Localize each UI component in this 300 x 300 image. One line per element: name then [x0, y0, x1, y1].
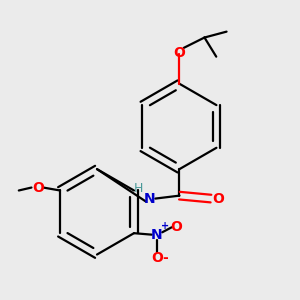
Text: H: H: [134, 182, 143, 195]
Text: O: O: [170, 220, 182, 234]
Text: +: +: [161, 221, 169, 231]
Text: O: O: [173, 46, 185, 60]
Text: -: -: [162, 251, 168, 265]
Text: O: O: [213, 192, 224, 206]
Text: N: N: [144, 192, 156, 206]
Text: N: N: [151, 228, 163, 242]
Text: O: O: [32, 181, 44, 194]
Text: O: O: [151, 251, 163, 265]
